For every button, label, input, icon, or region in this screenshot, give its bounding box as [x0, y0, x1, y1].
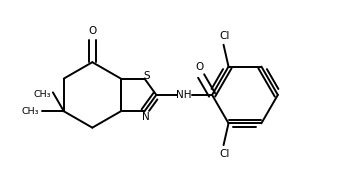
- Text: O: O: [88, 26, 96, 36]
- Text: Cl: Cl: [219, 31, 230, 41]
- Text: NH: NH: [176, 90, 192, 100]
- Text: O: O: [195, 62, 203, 72]
- Text: S: S: [143, 71, 150, 81]
- Text: CH₃: CH₃: [21, 107, 39, 116]
- Text: CH₃: CH₃: [33, 90, 51, 99]
- Text: N: N: [142, 112, 149, 122]
- Text: Cl: Cl: [219, 149, 230, 159]
